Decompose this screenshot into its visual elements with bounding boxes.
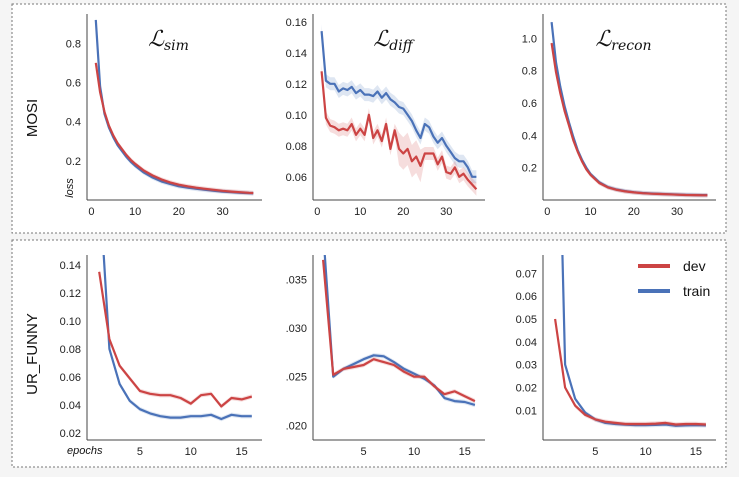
y-tick-label: 0.08 bbox=[60, 344, 81, 356]
x-tick-label: 5 bbox=[137, 446, 143, 458]
x-tick-label: 30 bbox=[217, 206, 229, 218]
y-tick-label: 0.10 bbox=[60, 316, 81, 328]
band-dev bbox=[95, 60, 254, 196]
y-tick-label: 0.16 bbox=[286, 17, 307, 29]
x-tick-label: 0 bbox=[314, 206, 320, 218]
x-tick-label: 5 bbox=[592, 446, 598, 458]
series-line-dev bbox=[322, 259, 476, 403]
legend-label-train: train bbox=[683, 283, 710, 299]
y-tick-label: 0.03 bbox=[516, 360, 537, 372]
plot-area bbox=[98, 255, 253, 422]
x-tick-label: 20 bbox=[628, 206, 640, 218]
y-axis-label: loss bbox=[64, 178, 76, 198]
y-tick-label: 0.12 bbox=[60, 288, 81, 300]
series-line-train bbox=[102, 255, 252, 421]
series-line-train bbox=[323, 255, 476, 406]
y-tick-label: 0.4 bbox=[66, 117, 81, 129]
y-tick-label: 0.02 bbox=[516, 382, 537, 394]
y-tick-label: 0.2 bbox=[522, 163, 537, 175]
plot-area bbox=[322, 255, 476, 408]
subplot-title: ℒrecon bbox=[595, 27, 651, 54]
subplot-1-0: 0.02 0.04 0.06 0.08 0.10 0.12 0.14 5 10 15 epochs bbox=[60, 255, 262, 458]
series-line-dev bbox=[554, 318, 706, 426]
x-tick-label: 15 bbox=[690, 446, 702, 458]
y-tick-label: 0.07 bbox=[516, 268, 537, 280]
x-tick-label: 10 bbox=[129, 206, 141, 218]
row-label-mosi: MOSI bbox=[24, 99, 41, 137]
series-line-train bbox=[320, 31, 477, 178]
y-tick-label: 0.06 bbox=[286, 172, 307, 184]
y-tick-label: .025 bbox=[286, 372, 307, 384]
subplot-title: ℒsim bbox=[148, 27, 189, 54]
series-line-dev bbox=[320, 71, 478, 190]
x-tick-label: 10 bbox=[639, 446, 651, 458]
y-tick-label: .020 bbox=[286, 420, 307, 432]
y-tick-label: .035 bbox=[286, 274, 307, 286]
x-tick-label: 15 bbox=[236, 446, 248, 458]
x-tick-label: 30 bbox=[671, 206, 683, 218]
ur-funny-panel-border bbox=[11, 239, 727, 468]
plot-area bbox=[550, 19, 708, 198]
plot-area bbox=[94, 17, 254, 196]
plot-area bbox=[320, 24, 478, 196]
y-tick-label: 0.04 bbox=[516, 337, 537, 349]
x-tick-label: 10 bbox=[584, 206, 596, 218]
subplot-1-2: 0.01 0.02 0.03 0.04 0.05 0.06 0.07 5 10 15 bbox=[516, 255, 716, 458]
series-line-dev bbox=[94, 62, 254, 195]
y-tick-label: 0.02 bbox=[60, 428, 81, 440]
plot-area bbox=[554, 255, 706, 429]
subplot-0-1: 0.06 0.08 0.10 0.12 0.14 0.16 0 10 20 30 ℒdiff bbox=[286, 14, 485, 218]
legend-label-dev: dev bbox=[683, 258, 706, 274]
row-label-ur-funny: UR_FUNNY bbox=[24, 313, 41, 395]
y-tick-label: 0.6 bbox=[66, 78, 81, 90]
x-tick-label: 10 bbox=[408, 446, 420, 458]
subplot-title: ℒdiff bbox=[373, 27, 414, 54]
x-tick-label: 30 bbox=[440, 206, 452, 218]
series-line-dev bbox=[98, 271, 253, 408]
legend: dev train bbox=[638, 258, 710, 299]
y-tick-label: 0.4 bbox=[522, 130, 537, 142]
y-tick-label: 0.6 bbox=[522, 98, 537, 110]
y-tick-label: 1.0 bbox=[522, 33, 537, 45]
x-tick-label: 5 bbox=[361, 446, 367, 458]
y-tick-label: .030 bbox=[286, 323, 307, 335]
x-tick-label: 0 bbox=[544, 206, 550, 218]
x-tick-label: 20 bbox=[173, 206, 185, 218]
y-tick-label: 0.8 bbox=[522, 66, 537, 78]
y-tick-label: 0.14 bbox=[286, 48, 307, 60]
x-tick-label: 10 bbox=[185, 446, 197, 458]
x-tick-label: 10 bbox=[354, 206, 366, 218]
y-tick-label: 0.06 bbox=[60, 372, 81, 384]
y-tick-label: 0.08 bbox=[286, 141, 307, 153]
y-tick-label: 0.06 bbox=[516, 291, 537, 303]
y-tick-label: 0.01 bbox=[516, 405, 537, 417]
band-dev bbox=[323, 257, 475, 404]
y-tick-label: 0.05 bbox=[516, 314, 537, 326]
series-line-dev bbox=[550, 42, 708, 197]
subplot-0-0: 0.2 0.4 0.6 0.8 0 10 20 30 ℒsim loss bbox=[64, 14, 262, 218]
x-axis-label: epochs bbox=[67, 445, 103, 457]
y-tick-label: 0.12 bbox=[286, 79, 307, 91]
subplot-0-2: 0.2 0.4 0.6 0.8 1.0 0 10 20 30 ℒrecon bbox=[522, 14, 716, 218]
subplot-1-1: .020 .025 .030 .035 5 10 15 bbox=[286, 255, 485, 458]
y-tick-label: 0.04 bbox=[60, 400, 81, 412]
y-tick-label: 0.14 bbox=[60, 260, 81, 272]
y-tick-label: 0.8 bbox=[66, 38, 81, 50]
y-tick-label: 0.10 bbox=[286, 110, 307, 122]
x-tick-label: 20 bbox=[397, 206, 409, 218]
x-tick-label: 15 bbox=[459, 446, 471, 458]
x-tick-label: 0 bbox=[88, 206, 94, 218]
y-tick-label: 0.2 bbox=[66, 156, 81, 168]
subplots: 0.20.40.60.80 10 20 30ℒsimloss0.060.080.100… bbox=[60, 14, 716, 458]
